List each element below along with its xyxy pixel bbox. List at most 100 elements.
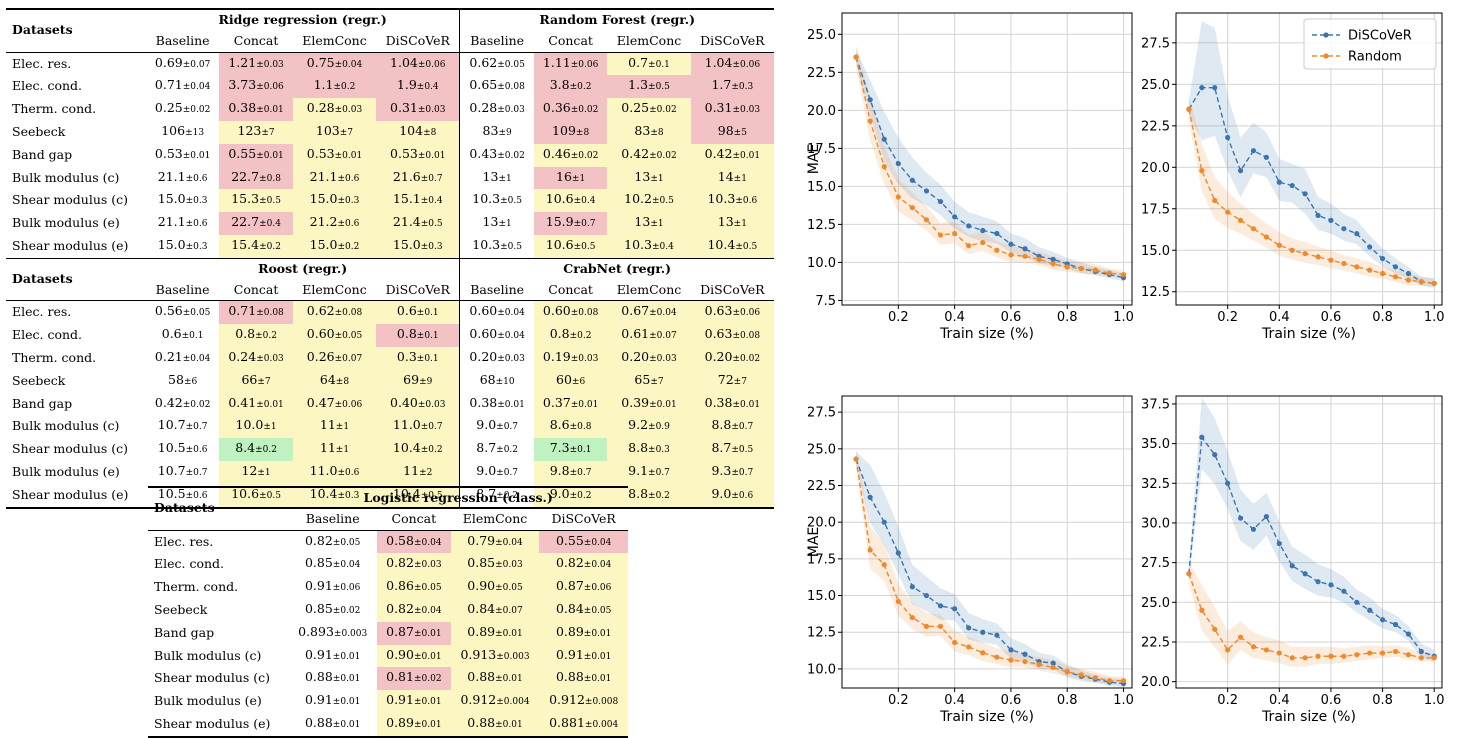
dataset-label: Elec. res. [154,533,214,549]
table-cell: 0.38±0.01 [219,98,293,121]
y-tick-label: 10.0 [807,256,836,271]
table-cell: 0.56±0.05 [146,301,219,324]
x-axis-label: Train size (%) [1261,326,1356,342]
table-cell: 0.89±0.01 [539,621,628,645]
data-point [1341,260,1347,267]
table-cell: 0.67±0.04 [607,300,691,325]
dataset-label: Elec. cond. [12,78,83,94]
table-cell: 83±8 [607,120,691,144]
cell-std: ±1 [650,173,664,184]
cell-std: ±0.7 [496,422,519,433]
data-point [1328,653,1334,659]
legend-entry: Random [1348,50,1402,65]
cell-value: 0.90 [386,646,414,662]
cell-std: ±0.5 [652,196,674,207]
cell-std: ±0.04 [332,560,361,571]
cell-std: ±1 [335,422,350,433]
cell-std: ±0.003 [333,628,368,639]
y-tick-label: 27.5 [1141,556,1170,571]
datasets-header: Datasets [154,500,215,516]
cell-value: 0.8 [235,326,256,342]
y-tick-label: 30.0 [1141,516,1170,531]
data-point [1212,85,1218,91]
cell-value: 9.3 [711,462,732,478]
table-cell: 123±7 [219,120,293,144]
table-cell: 10.6±0.5 [219,483,293,508]
cell-std: ±0.04 [182,353,211,364]
table-cell: 0.36±0.02 [533,98,608,121]
x-tick-label: 1.0 [1113,310,1134,325]
dataset-label: Shear modulus (c) [12,441,129,457]
legend-marker [1323,32,1329,38]
cell-std: ±0.7 [420,173,443,184]
table-cell: 1.11±0.06 [533,52,608,76]
cell-value: 0.21 [154,348,183,364]
y-tick-label: 22.5 [807,479,836,494]
data-point [937,198,944,205]
table-cell: 0.87±0.01 [377,621,451,645]
data-point [923,188,930,194]
table-cell: 1.7±0.3 [690,75,774,99]
data-point [1418,648,1424,655]
cell-std: ±0.01 [583,651,612,662]
cell-value: 0.82 [386,555,414,571]
data-point [1106,270,1113,276]
x-tick-label: 0.6 [1321,693,1342,708]
cell-std: ±0.4 [416,82,439,93]
data-point [1392,274,1399,280]
cell-std: ±0.1 [181,331,204,342]
dataset-label: Elec. res. [12,55,72,71]
cell-std: ±0.4 [573,196,596,207]
table-cell: 0.69±0.07 [146,52,219,75]
data-point [937,232,944,238]
data-point [1237,634,1244,640]
cell-value: 9.8 [549,462,570,478]
cell-value: 8.7 [476,485,497,501]
table-cell: 0.31±0.03 [690,98,774,121]
cell-value: 1.21 [228,54,257,70]
cell-std: ±0.07 [649,331,677,342]
data-point [1392,264,1399,270]
data-point [1302,191,1308,197]
y-tick-label: 25.0 [1141,596,1170,611]
cell-std: ±0.04 [649,308,677,319]
table-cell: 0.25±0.02 [146,98,219,121]
cell-std: ±0.01 [495,628,523,639]
data-point [994,230,1000,237]
table-cell: 21.6±0.7 [376,166,460,190]
x-tick-label: 0.2 [888,693,909,708]
table-cell: 0.81±0.02 [377,667,451,691]
data-point [1237,515,1244,521]
cell-value: 60 [556,371,572,387]
cell-std: ±0.02 [182,105,211,116]
table-cell: 0.55±0.01 [219,143,293,167]
cell-std: ±0.4 [420,196,443,207]
cell-value: 12 [241,462,258,478]
table-cell: 0.87±0.06 [539,576,628,599]
table-cell: 13±1 [607,212,691,235]
table-cell: 0.91±0.01 [539,644,628,668]
cell-value: 10.5 [157,440,186,456]
cell-value: 11.0 [309,462,338,478]
cell-std: ±0.06 [583,583,612,594]
table-cell: 0.85±0.04 [288,553,377,576]
data-point [994,247,1000,253]
cell-std: ±0.03 [497,353,525,364]
cell-std: ±0.03 [495,560,523,571]
cell-std: ±1 [263,422,277,433]
cell-std: ±0.04 [495,537,523,548]
cell-std: ±0.4 [652,241,674,252]
cell-std: ±0.05 [497,59,525,70]
cell-std: ±0.2 [569,82,592,93]
cell-std: ±1 [335,445,350,456]
cell-value: 0.88 [304,669,333,685]
cell-value: 15.4 [231,236,260,252]
data-point [895,194,901,200]
table-row: Shear modulus (c) 0.88±0.01 0.81±0.02 0.88±… [148,667,628,691]
table-cell: 66±7 [219,369,293,393]
data-point [1418,279,1424,285]
model-group-header: Ridge regression (regr.) [218,12,387,27]
cell-std: ±0.1 [569,445,592,456]
data-point [1341,653,1347,659]
y-axis-label: MAE [806,144,822,175]
